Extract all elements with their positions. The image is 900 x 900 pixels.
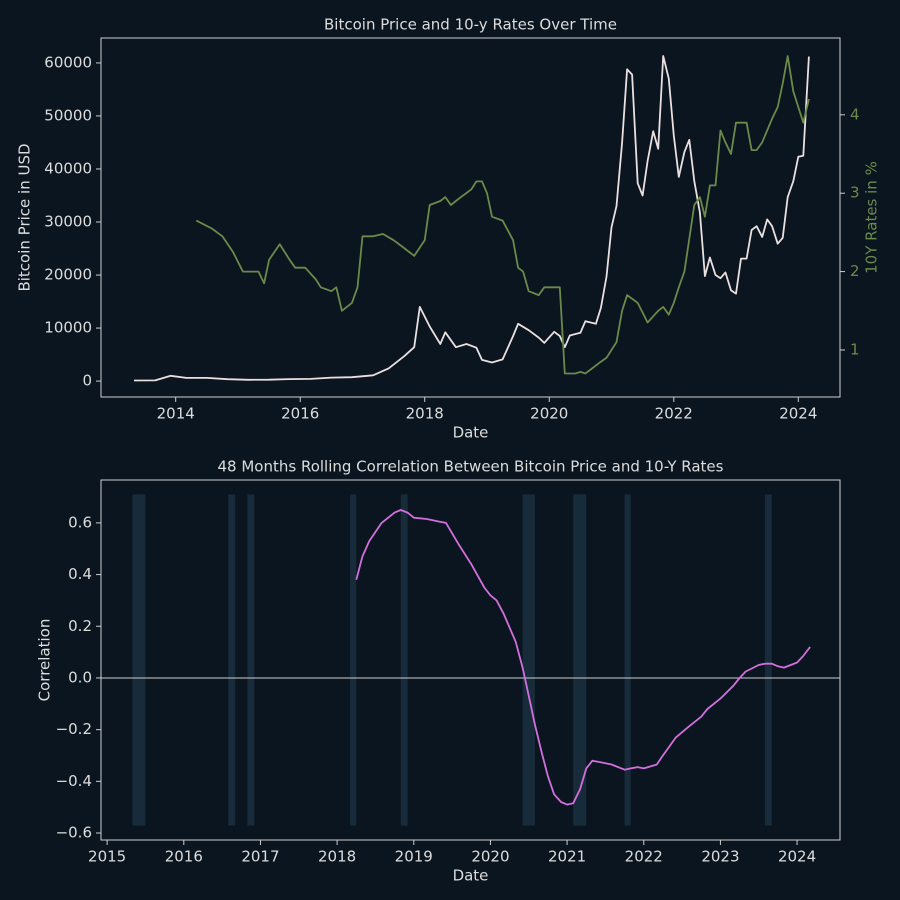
y-tick-label: 0.2 bbox=[68, 617, 92, 635]
y2-axis-label: 10Y Rates in % bbox=[863, 161, 881, 274]
y-tick-label: 30000 bbox=[44, 213, 92, 231]
y-tick-label: 0.4 bbox=[68, 565, 92, 583]
x-tick-label: 2023 bbox=[701, 848, 739, 866]
chart-title: 48 Months Rolling Correlation Between Bi… bbox=[218, 458, 724, 476]
shaded-span bbox=[624, 494, 631, 826]
x-tick-label: 2018 bbox=[318, 848, 356, 866]
x-tick-label: 2014 bbox=[157, 405, 195, 423]
shaded-span bbox=[522, 494, 535, 826]
x-tick-label: 2024 bbox=[778, 848, 816, 866]
y-tick-label: 0.0 bbox=[68, 668, 92, 686]
data-line bbox=[133, 55, 810, 382]
shaded-span bbox=[400, 494, 408, 826]
y-axis-label: Correlation bbox=[36, 619, 54, 702]
y-tick-label: 0.6 bbox=[68, 513, 92, 531]
x-tick-label: 2016 bbox=[165, 848, 203, 866]
x-tick-label: 2020 bbox=[471, 848, 509, 866]
data-line bbox=[355, 509, 811, 806]
shaded-span bbox=[132, 494, 146, 826]
x-tick-label: 2018 bbox=[406, 405, 444, 423]
x-tick-label: 2022 bbox=[625, 848, 663, 866]
x-axis-label: Date bbox=[453, 424, 489, 442]
x-axis-label: Date bbox=[453, 867, 489, 885]
shaded-span bbox=[247, 494, 255, 826]
y2-tick-label: 3 bbox=[850, 184, 860, 202]
y-tick-label: 50000 bbox=[44, 106, 92, 124]
shaded-span bbox=[573, 494, 587, 826]
x-tick-label: 2016 bbox=[281, 405, 319, 423]
y-tick-label: −0.4 bbox=[56, 772, 92, 790]
y-tick-label: 10000 bbox=[44, 319, 92, 337]
y-tick-label: −0.6 bbox=[56, 824, 92, 842]
x-tick-label: 2024 bbox=[779, 405, 817, 423]
plot-frame bbox=[100, 37, 841, 398]
shaded-span bbox=[228, 494, 236, 826]
x-tick-label: 2022 bbox=[655, 405, 693, 423]
y2-tick-label: 4 bbox=[850, 105, 860, 123]
shaded-span bbox=[350, 494, 357, 826]
x-tick-label: 2021 bbox=[548, 848, 586, 866]
y2-tick-label: 2 bbox=[850, 262, 860, 280]
plot-frame bbox=[100, 479, 841, 841]
x-tick-label: 2020 bbox=[530, 405, 568, 423]
x-tick-label: 2019 bbox=[395, 848, 433, 866]
y-tick-label: 40000 bbox=[44, 159, 92, 177]
chart-title: Bitcoin Price and 10-y Rates Over Time bbox=[324, 16, 617, 34]
shaded-span bbox=[764, 494, 772, 826]
y2-tick-label: 1 bbox=[850, 340, 860, 358]
y-tick-label: −0.2 bbox=[56, 720, 92, 738]
x-tick-label: 2015 bbox=[88, 848, 126, 866]
y-tick-label: 20000 bbox=[44, 266, 92, 284]
x-tick-label: 2017 bbox=[241, 848, 279, 866]
y-tick-label: 60000 bbox=[44, 53, 92, 71]
data-line bbox=[195, 55, 810, 375]
y-tick-label: 0 bbox=[82, 372, 92, 390]
y-axis-label: Bitcoin Price in USD bbox=[16, 143, 34, 291]
